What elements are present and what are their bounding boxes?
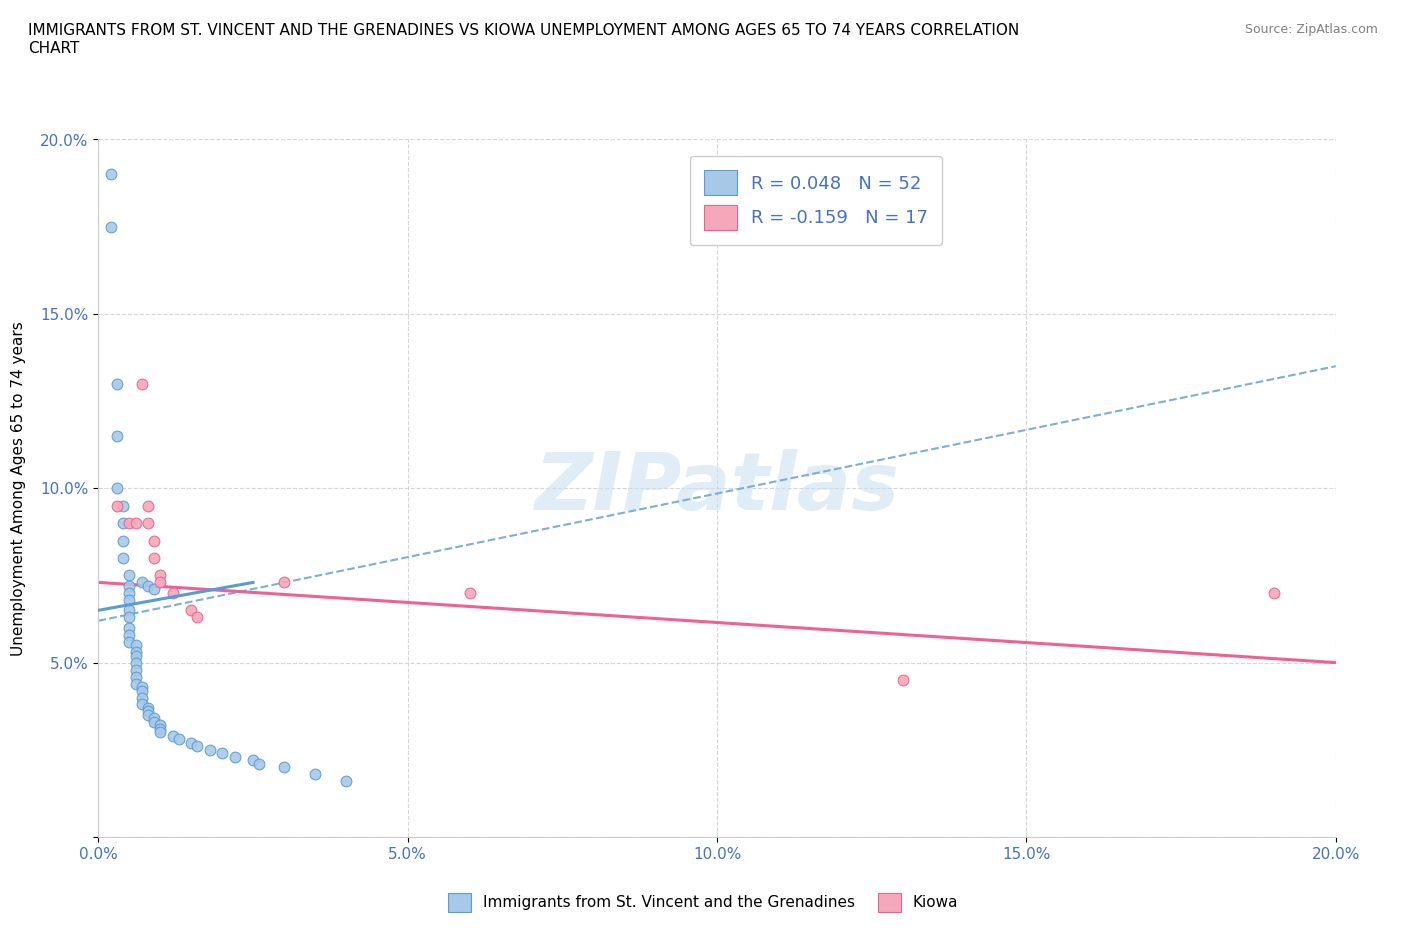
Point: [136, 704, 159, 719]
Point: [180, 603, 202, 618]
Point: [143, 533, 166, 548]
Point: [136, 498, 159, 513]
Point: [273, 575, 295, 590]
Point: [136, 578, 159, 593]
Point: [149, 722, 172, 737]
Point: [131, 575, 153, 590]
Point: [124, 670, 146, 684]
Text: ZIPatlas: ZIPatlas: [534, 449, 900, 527]
Point: [149, 718, 172, 733]
Point: [100, 219, 122, 234]
Y-axis label: Unemployment Among Ages 65 to 74 years: Unemployment Among Ages 65 to 74 years: [11, 321, 27, 656]
Point: [136, 700, 159, 715]
Point: [1263, 586, 1285, 601]
Point: [118, 578, 141, 593]
Point: [105, 498, 128, 513]
Legend: Immigrants from St. Vincent and the Grenadines, Kiowa: Immigrants from St. Vincent and the Gren…: [441, 887, 965, 918]
Point: [124, 638, 146, 653]
Point: [112, 498, 135, 513]
Point: [136, 515, 159, 530]
Point: [167, 732, 190, 747]
Point: [198, 742, 221, 757]
Point: [143, 582, 166, 597]
Point: [112, 551, 135, 565]
Text: IMMIGRANTS FROM ST. VINCENT AND THE GRENADINES VS KIOWA UNEMPLOYMENT AMONG AGES : IMMIGRANTS FROM ST. VINCENT AND THE GREN…: [28, 23, 1019, 56]
Point: [242, 753, 264, 768]
Point: [124, 676, 146, 691]
Point: [118, 568, 141, 583]
Point: [112, 533, 135, 548]
Point: [891, 672, 914, 687]
Point: [143, 551, 166, 565]
Text: Source: ZipAtlas.com: Source: ZipAtlas.com: [1244, 23, 1378, 36]
Point: [105, 481, 128, 496]
Point: [304, 766, 326, 781]
Point: [118, 515, 141, 530]
Point: [224, 750, 246, 764]
Point: [118, 603, 141, 618]
Point: [136, 708, 159, 723]
Point: [124, 662, 146, 677]
Point: [131, 683, 153, 698]
Point: [211, 746, 233, 761]
Point: [335, 774, 357, 789]
Point: [124, 655, 146, 670]
Point: [118, 620, 141, 635]
Point: [131, 680, 153, 695]
Point: [131, 376, 153, 391]
Point: [131, 690, 153, 705]
Point: [124, 648, 146, 663]
Point: [124, 644, 146, 659]
Point: [186, 738, 208, 753]
Point: [247, 756, 270, 771]
Point: [180, 736, 202, 751]
Point: [118, 634, 141, 649]
Point: [112, 515, 135, 530]
Point: [162, 728, 184, 743]
Point: [105, 376, 128, 391]
Point: [149, 568, 172, 583]
Point: [186, 610, 208, 625]
Point: [149, 575, 172, 590]
Point: [100, 167, 122, 182]
Point: [143, 714, 166, 729]
Point: [118, 610, 141, 625]
Point: [149, 725, 172, 740]
Point: [118, 586, 141, 601]
Point: [131, 698, 153, 712]
Point: [124, 515, 146, 530]
Point: [118, 628, 141, 643]
Point: [273, 760, 295, 775]
Point: [105, 429, 128, 444]
Point: [118, 592, 141, 607]
Point: [162, 586, 184, 601]
Point: [458, 586, 481, 601]
Legend: R = 0.048   N = 52, R = -0.159   N = 17: R = 0.048 N = 52, R = -0.159 N = 17: [689, 155, 942, 245]
Point: [143, 711, 166, 725]
